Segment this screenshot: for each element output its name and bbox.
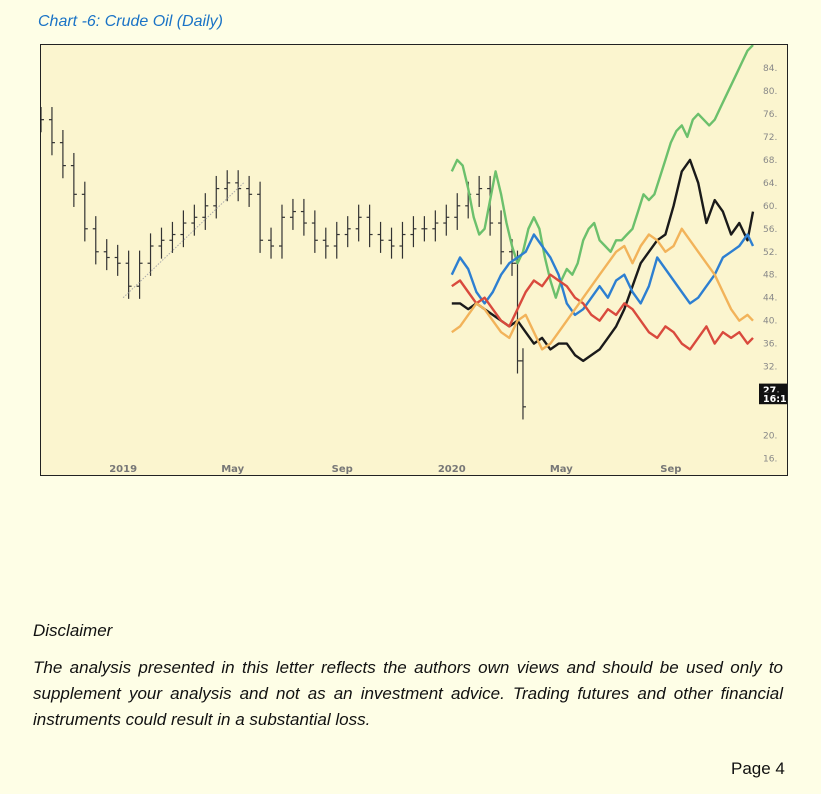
price-tags: 27.16:1	[759, 383, 787, 405]
ohlc-bar	[147, 233, 154, 276]
y-tick-label: 52.	[763, 248, 777, 258]
chart-title: Chart -6: Crude Oil (Daily)	[38, 13, 223, 30]
ohlc-bar	[322, 227, 329, 259]
series-line	[451, 227, 754, 351]
ohlc-bar	[169, 221, 176, 253]
y-tick-label: 64.	[763, 179, 777, 189]
ohlc-bar	[289, 198, 296, 230]
ohlc-bar	[92, 216, 99, 265]
ohlc-bar	[344, 216, 351, 248]
y-tick-label: 48.	[763, 271, 777, 281]
disclaimer-title: Disclaimer	[33, 621, 113, 640]
ohlc-bar	[377, 221, 384, 253]
ohlc-bar	[246, 175, 253, 207]
ohlc-bar	[125, 250, 132, 299]
y-tick-label: 84.	[763, 64, 777, 74]
ohlc-bar	[300, 198, 307, 236]
y-tick-label: 68.	[763, 156, 777, 166]
ohlc-bar	[114, 244, 121, 276]
ohlc-bar	[180, 210, 187, 248]
ohlc-bar	[399, 221, 406, 259]
y-tick-label: 40.	[763, 317, 777, 327]
x-tick-label: 2020	[438, 464, 466, 475]
ohlc-bar	[158, 227, 165, 259]
crude-oil-chart: 84. 80. 76. 72. 68. 64. 60. 56. 52. 48. 44. 40. 36. 3…	[40, 44, 788, 476]
ohlc-bar	[213, 175, 220, 219]
ohlc-bar	[355, 204, 362, 242]
ohlc-bar	[235, 170, 242, 202]
page-number: Page 4	[731, 759, 785, 778]
ohlc-bar	[476, 175, 483, 207]
ohlc-bar	[81, 181, 88, 242]
x-tick-label: May	[221, 464, 244, 475]
ohlc-bar	[421, 216, 428, 242]
ohlc-bar	[136, 250, 143, 299]
ohlc-bar	[432, 210, 439, 242]
x-tick-label: May	[550, 464, 573, 475]
ohlc-bar	[443, 204, 450, 236]
series-lines	[450, 45, 755, 363]
x-tick-label: 2019	[109, 464, 137, 475]
y-tick-label: 76.	[763, 110, 777, 120]
disclaimer-body: The analysis presented in this letter re…	[33, 658, 783, 729]
ohlc-bars	[41, 107, 526, 420]
ohlc-bar	[366, 204, 373, 248]
y-tick-label: 32.	[763, 363, 777, 373]
ohlc-bar	[48, 107, 55, 156]
ohlc-bar	[59, 130, 66, 179]
x-tick-label: Sep	[332, 464, 353, 475]
ohlc-bar	[410, 216, 417, 248]
price-tag-text: 27.	[763, 386, 780, 397]
y-tick-label: 80.	[763, 87, 777, 97]
y-tick-label: 20.	[763, 432, 777, 442]
price-tag: 16:1	[759, 392, 787, 405]
y-tick-label: 36.	[763, 340, 777, 350]
ohlc-bar	[454, 193, 461, 230]
ohlc-bar	[268, 227, 275, 259]
ohlc-bar	[191, 204, 198, 236]
ohlc-bar	[70, 152, 77, 207]
y-tick-label: 56.	[763, 225, 777, 235]
chart-svg: 84. 80. 76. 72. 68. 64. 60. 56. 52. 48. 44. 40. 36. 3…	[41, 45, 787, 475]
y-tick-label: 16.	[763, 455, 777, 465]
ohlc-bar	[333, 221, 340, 259]
x-tick-label: Sep	[660, 464, 681, 475]
ohlc-bar	[103, 239, 110, 271]
ohlc-bar	[311, 210, 318, 253]
ohlc-bar	[41, 107, 44, 133]
ohlc-bar	[278, 204, 285, 259]
series-line	[451, 273, 754, 351]
y-tick-label: 72.	[763, 133, 777, 143]
ohlc-bar	[519, 348, 526, 420]
series-line	[450, 45, 754, 299]
ohlc-bar	[388, 227, 395, 259]
ohlc-bar	[224, 170, 231, 202]
series-line	[450, 233, 755, 317]
ohlc-bar	[257, 181, 264, 253]
y-tick-label: 44.	[763, 294, 777, 304]
trendline	[122, 182, 244, 299]
ohlc-bar	[202, 193, 209, 230]
y-tick-label: 60.	[763, 202, 777, 212]
price-tag-text: 16:1	[763, 394, 787, 405]
ohlc-bar	[498, 210, 505, 265]
y-axis-labels: 84. 80. 76. 72. 68. 64. 60. 56. 52. 48. 44. 40. 36. 3…	[763, 64, 777, 465]
x-axis-labels: 2019 May Sep 2020 May Sep	[109, 464, 681, 475]
